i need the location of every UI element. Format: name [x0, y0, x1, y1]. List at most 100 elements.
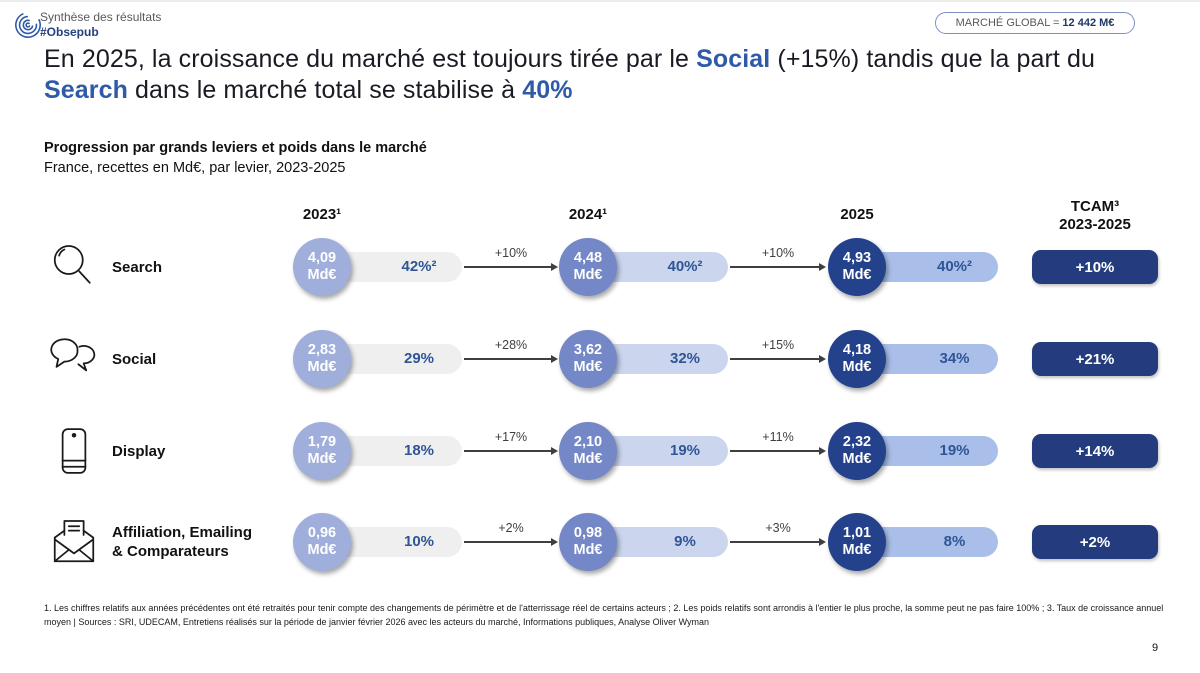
revenue-circle-2023: 4,09 Md€: [293, 238, 351, 296]
badge-label: MARCHÉ GLOBAL =: [955, 17, 1060, 29]
obsepub-logo-icon: [13, 10, 43, 40]
revenue-value: 1,79: [307, 434, 337, 450]
growth-label: +28%: [494, 338, 528, 352]
revenue-unit: Md€: [573, 542, 603, 558]
growth-label: +3%: [765, 521, 791, 535]
arrow-head: [819, 446, 826, 455]
tcam-header-line1: TCAM³: [1070, 198, 1120, 215]
lever-row-display: Display 18% 1,79 Md€ 19% 2,10 Md€ 19% 2,32 Md€ +17…: [0, 405, 1200, 497]
growth-arrow: +15%: [730, 313, 826, 405]
arrow-head: [819, 262, 826, 271]
arrow-line: [730, 358, 819, 360]
tcam-header-line2: 2023-2025: [1059, 216, 1131, 233]
revenue-unit: Md€: [573, 267, 603, 283]
lever-row-affiliation: Affiliation, Emailing & Comparateurs 10% 0…: [0, 496, 1200, 588]
revenue-unit: Md€: [842, 359, 872, 375]
arrow-head: [819, 537, 826, 546]
brand-subtitle: Synthèse des résultats: [40, 10, 162, 24]
growth-label: +11%: [762, 430, 794, 444]
growth-arrow: +2%: [464, 496, 558, 588]
title-segment: (+15%) tandis que la part du: [770, 45, 1095, 73]
speech-bubbles-icon: [44, 329, 104, 389]
revenue-value: 0,96: [307, 525, 337, 541]
revenue-value: 3,62: [573, 342, 603, 358]
market-share-value: 29%: [403, 350, 435, 367]
growth-arrow: +10%: [464, 221, 558, 313]
market-share-value: 40%²: [936, 258, 973, 275]
lever-row-search: Search 42%² 4,09 Md€ 40%² 4,48 Md€ 40%² 4,93 Md€ +…: [0, 221, 1200, 313]
arrow-line: [464, 541, 551, 543]
arrow-head: [819, 354, 826, 363]
revenue-unit: Md€: [307, 267, 337, 283]
arrow-line: [464, 358, 551, 360]
tcam-box: +2%: [1032, 525, 1158, 559]
tcam-box: +21%: [1032, 342, 1158, 376]
chart-heading: Progression par grands leviers et poids …: [44, 140, 427, 156]
revenue-unit: Md€: [573, 359, 603, 375]
lever-label: Social: [112, 350, 157, 368]
title-segment: Search: [44, 76, 128, 104]
column-header-2024: 2024¹: [568, 206, 608, 223]
footnotes: 1. Les chiffres relatifs aux années préc…: [44, 603, 1164, 627]
growth-arrow: +3%: [730, 496, 826, 588]
magnifier-icon: [44, 237, 104, 297]
revenue-circle-2025: 4,18 Md€: [828, 330, 886, 388]
growth-label: +2%: [498, 521, 524, 535]
arrow-head: [551, 446, 558, 455]
market-share-value: 19%: [669, 442, 701, 459]
market-share-value: 9%: [674, 533, 696, 550]
page-title: En 2025, la croissance du marché est tou…: [44, 44, 1169, 106]
revenue-value: 2,32: [842, 434, 872, 450]
market-share-value: 8%: [943, 533, 966, 550]
revenue-circle-2024: 2,10 Md€: [559, 422, 617, 480]
revenue-circle-2025: 2,32 Md€: [828, 422, 886, 480]
tcam-box: +10%: [1032, 250, 1158, 284]
page-number: 9: [1151, 642, 1159, 654]
arrow-line: [730, 450, 819, 452]
market-share-value: 32%: [669, 350, 701, 367]
column-header-tcam: TCAM³ 2023-2025: [1032, 198, 1158, 234]
revenue-circle-2024: 4,48 Md€: [559, 238, 617, 296]
revenue-circle-2025: 1,01 Md€: [828, 513, 886, 571]
revenue-value: 1,01: [842, 525, 872, 541]
arrow-line: [464, 450, 551, 452]
growth-label: +17%: [494, 430, 528, 444]
revenue-unit: Md€: [307, 359, 337, 375]
envelope-icon: [44, 512, 104, 572]
market-share-value: 42%²: [401, 258, 437, 275]
growth-arrow: +10%: [730, 221, 826, 313]
title-segment: En 2025, la croissance du marché est tou…: [44, 45, 697, 73]
revenue-value: 2,83: [307, 342, 337, 358]
revenue-circle-2023: 1,79 Md€: [293, 422, 351, 480]
growth-arrow: +11%: [730, 405, 826, 497]
brand-hashtag: #Obsepub: [40, 25, 99, 39]
arrow-head: [551, 537, 558, 546]
revenue-value: 4,18: [842, 342, 872, 358]
arrow-line: [464, 266, 551, 268]
revenue-value: 4,09: [307, 250, 337, 266]
revenue-unit: Md€: [842, 542, 872, 558]
revenue-circle-2023: 0,96 Md€: [293, 513, 351, 571]
revenue-value: 2,10: [573, 434, 603, 450]
growth-arrow: +17%: [464, 405, 558, 497]
lever-label: Display: [112, 442, 166, 460]
lever-label: Search: [112, 258, 163, 276]
market-share-value: 19%: [939, 442, 970, 459]
column-header-2023: 2023¹: [302, 206, 342, 223]
arrow-line: [730, 266, 819, 268]
lever-row-social: Social 29% 2,83 Md€ 32% 3,62 Md€ 34% 4,18 Md€ +28%…: [0, 313, 1200, 405]
lever-label: Affiliation, Emailing & Comparateurs: [112, 524, 253, 560]
column-header-2025: 2025: [840, 206, 874, 223]
title-segment: Social: [696, 45, 771, 73]
revenue-circle-2025: 4,93 Md€: [828, 238, 886, 296]
smartphone-icon: [44, 421, 104, 481]
arrow-head: [551, 354, 558, 363]
brand-block: Synthèse des résultats #Obsepub: [40, 10, 161, 40]
revenue-unit: Md€: [307, 542, 337, 558]
revenue-circle-2024: 3,62 Md€: [559, 330, 617, 388]
arrow-head: [551, 262, 558, 271]
chart-subheading: France, recettes en Md€, par levier, 202…: [44, 160, 346, 176]
revenue-value: 0,98: [573, 525, 603, 541]
growth-label: +10%: [761, 246, 795, 260]
growth-arrow: +28%: [464, 313, 558, 405]
